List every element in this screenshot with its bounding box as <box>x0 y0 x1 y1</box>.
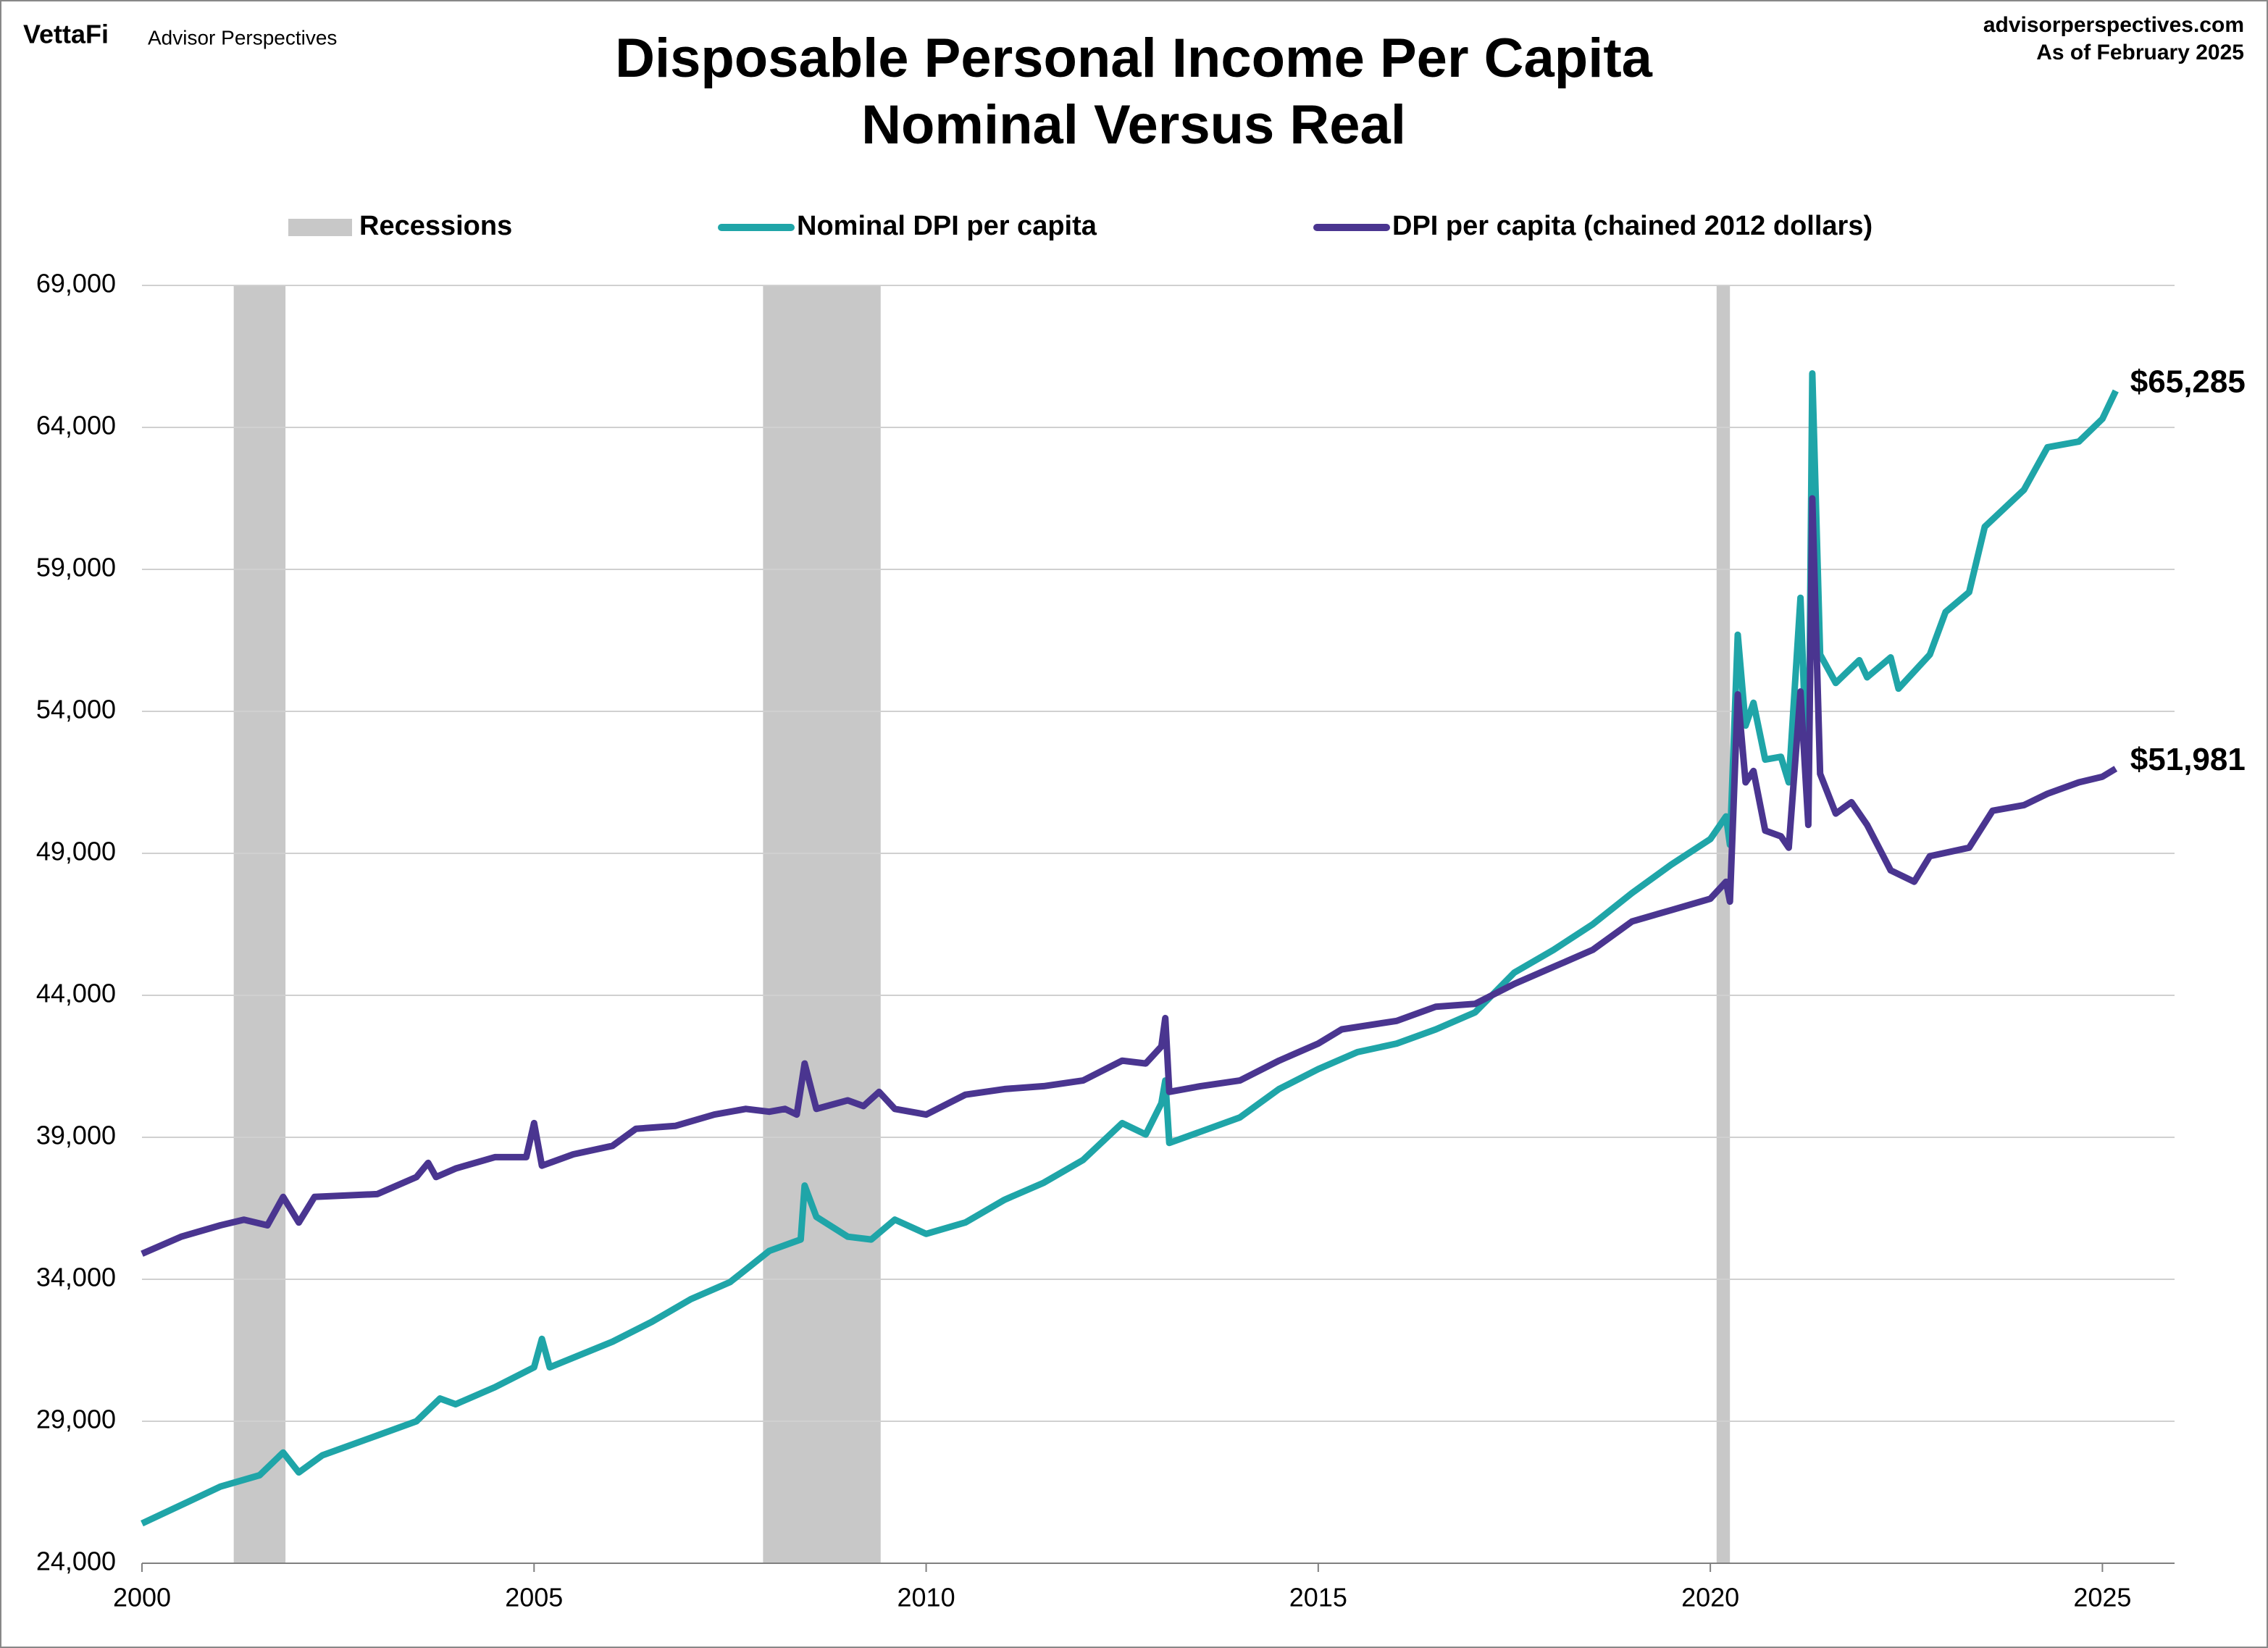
y-tick-label: 24,000 <box>36 1547 116 1576</box>
chart-title: Disposable Personal Income Per Capita <box>615 28 1653 89</box>
chart-subtitle: Nominal Versus Real <box>861 94 1406 156</box>
y-tick-label: 39,000 <box>36 1121 116 1150</box>
x-tick-label: 2000 <box>113 1583 171 1613</box>
series-line <box>141 370 2119 1527</box>
y-tick-label: 69,000 <box>36 269 116 298</box>
recession-band <box>1716 285 1731 1563</box>
end-label: $65,285 <box>2130 364 2246 399</box>
x-tick-label: 2020 <box>1681 1583 1739 1613</box>
x-tick-label: 2015 <box>1289 1583 1347 1613</box>
date: As of February 2025 <box>2036 41 2244 64</box>
end-label: $51,981 <box>2130 742 2246 777</box>
y-tick-label: 34,000 <box>36 1263 116 1292</box>
brand-logo: VettaFi <box>23 20 109 49</box>
recession-band <box>763 285 881 1563</box>
brand-name: Advisor Perspectives <box>148 26 337 49</box>
series-line <box>141 495 2118 1257</box>
y-tick-label: 29,000 <box>36 1405 116 1434</box>
y-tick-label: 44,000 <box>36 979 116 1008</box>
legend-label: Nominal DPI per capita <box>797 211 1097 241</box>
x-tick-label: 2025 <box>2073 1583 2131 1613</box>
legend-swatch <box>288 219 352 236</box>
y-tick-label: 59,000 <box>36 553 116 582</box>
legend-label: DPI per capita (chained 2012 dollars) <box>1392 211 1872 241</box>
site: advisorperspectives.com <box>1983 13 2244 37</box>
y-tick-label: 49,000 <box>36 837 116 866</box>
recession-band <box>233 285 286 1563</box>
x-tick-label: 2005 <box>505 1583 563 1613</box>
y-tick-label: 64,000 <box>36 411 116 440</box>
legend-label: Recessions <box>359 211 512 241</box>
x-tick-label: 2010 <box>897 1583 955 1613</box>
y-tick-label: 54,000 <box>36 695 116 724</box>
